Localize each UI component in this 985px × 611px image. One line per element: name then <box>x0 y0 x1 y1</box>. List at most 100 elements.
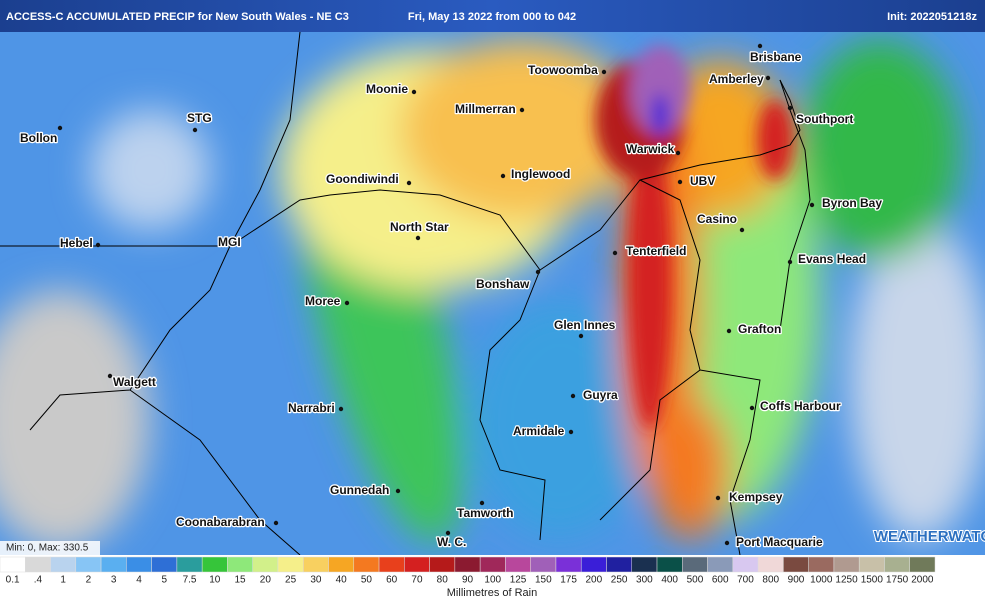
place-dot <box>809 202 815 208</box>
place-label: Goondiwindi <box>326 172 399 186</box>
legend-label: 4 <box>136 575 142 586</box>
legend-label: 125 <box>510 575 527 586</box>
legend-swatch <box>707 556 734 573</box>
place-dot <box>765 75 771 81</box>
legend-swatch <box>833 556 860 573</box>
place-dot <box>395 488 401 494</box>
legend-swatch <box>858 556 885 573</box>
place-dot <box>739 227 745 233</box>
place-dot <box>445 530 451 536</box>
legend-swatch <box>479 556 506 573</box>
places: Brisbane Toowoomba Amberley Moonie Millmerra… <box>19 43 884 550</box>
place-label: Millmerran <box>455 102 516 116</box>
place-dot <box>749 405 755 411</box>
stats: Min: 0, Max: 330.5 <box>6 543 89 554</box>
boundaries <box>0 32 811 555</box>
place-dot <box>338 406 344 412</box>
legend-swatch <box>201 556 228 573</box>
legend-swatch <box>151 556 178 573</box>
place-label: Walgett <box>113 375 156 389</box>
place-dot <box>192 127 198 133</box>
place-dot <box>578 333 584 339</box>
legend-label: 175 <box>560 575 577 586</box>
place-dot <box>787 259 793 265</box>
legend-swatch <box>783 556 809 573</box>
place-dot <box>715 495 721 501</box>
legend-label: 50 <box>361 575 373 586</box>
place-label: Guyra <box>583 388 618 402</box>
place-label: STG <box>187 111 212 125</box>
place-dot <box>601 69 607 75</box>
place-label: Tamworth <box>457 506 513 520</box>
legend-label: 1250 <box>835 575 858 586</box>
legend-label: 10 <box>209 575 221 586</box>
legend-swatch <box>25 556 51 573</box>
place-label: UBV <box>690 174 715 188</box>
place-label: Amberley <box>709 72 764 86</box>
place-label: Byron Bay <box>822 196 882 210</box>
place-dot <box>726 328 732 334</box>
place-label: Bonshaw <box>476 277 530 291</box>
legend-swatch <box>884 556 910 573</box>
legend-label: 5 <box>161 575 167 586</box>
place-label: Armidale <box>513 424 565 438</box>
place-label: Grafton <box>738 322 781 336</box>
legend-label: 3 <box>111 575 117 586</box>
legend-swatch <box>580 556 607 573</box>
legend-swatch <box>606 556 633 573</box>
legend-label: 2 <box>86 575 92 586</box>
place-label: Kempsey <box>729 490 783 504</box>
place-dot <box>570 393 576 399</box>
legend-label: 2000 <box>911 575 934 586</box>
place-label: Brisbane <box>750 50 802 64</box>
legend-swatch <box>176 556 203 573</box>
legend-label: 60 <box>386 575 398 586</box>
place-dot <box>95 242 101 248</box>
place-dot <box>107 373 113 379</box>
legend-swatch <box>302 556 329 573</box>
place-dot <box>234 240 240 246</box>
place-dot <box>519 107 525 113</box>
legend-swatch <box>429 556 456 573</box>
legend-label: 900 <box>788 575 805 586</box>
legend-swatch <box>732 556 759 573</box>
legend-label: 40 <box>336 575 348 586</box>
legend-swatch <box>252 556 279 573</box>
place-dot <box>757 43 763 49</box>
place-dot <box>612 250 618 256</box>
legend-label: 200 <box>586 575 603 586</box>
logo: WEATHERWATCH <box>874 528 985 545</box>
legend-label: 15 <box>235 575 247 586</box>
rain-field: Brisbane Toowoomba Amberley Moonie Millmerra… <box>0 32 985 555</box>
place-label: Bollon <box>20 131 57 145</box>
legend-title: Millimetres of Rain <box>447 587 537 599</box>
place-dot <box>406 180 412 186</box>
place-label: Coonabarabran <box>176 515 265 529</box>
place-dot <box>415 235 421 241</box>
legend-label: 1500 <box>861 575 884 586</box>
place-dot <box>344 300 350 306</box>
place-dot <box>724 540 730 546</box>
legend-label: 30 <box>310 575 322 586</box>
place-dot <box>411 89 417 95</box>
legend-swatch <box>328 556 355 573</box>
place-dot <box>675 150 681 156</box>
place-dot <box>500 173 506 179</box>
place-label: Moonie <box>366 82 408 96</box>
legend-swatch <box>808 556 835 573</box>
legend-swatch <box>757 556 784 573</box>
legend-label: 20 <box>260 575 272 586</box>
legend-label: 700 <box>737 575 754 586</box>
legend-swatch <box>530 556 557 573</box>
legend-swatch <box>909 556 936 573</box>
place-label: Hebel <box>60 236 93 250</box>
legend-label: 600 <box>712 575 729 586</box>
place-dot <box>677 179 683 185</box>
legend-label: 25 <box>285 575 297 586</box>
place-label: Tenterfield <box>626 244 686 258</box>
legend-label: .4 <box>34 575 43 586</box>
legend-label: 1000 <box>810 575 833 586</box>
legend-swatch <box>631 556 658 573</box>
legend-label: 500 <box>687 575 704 586</box>
